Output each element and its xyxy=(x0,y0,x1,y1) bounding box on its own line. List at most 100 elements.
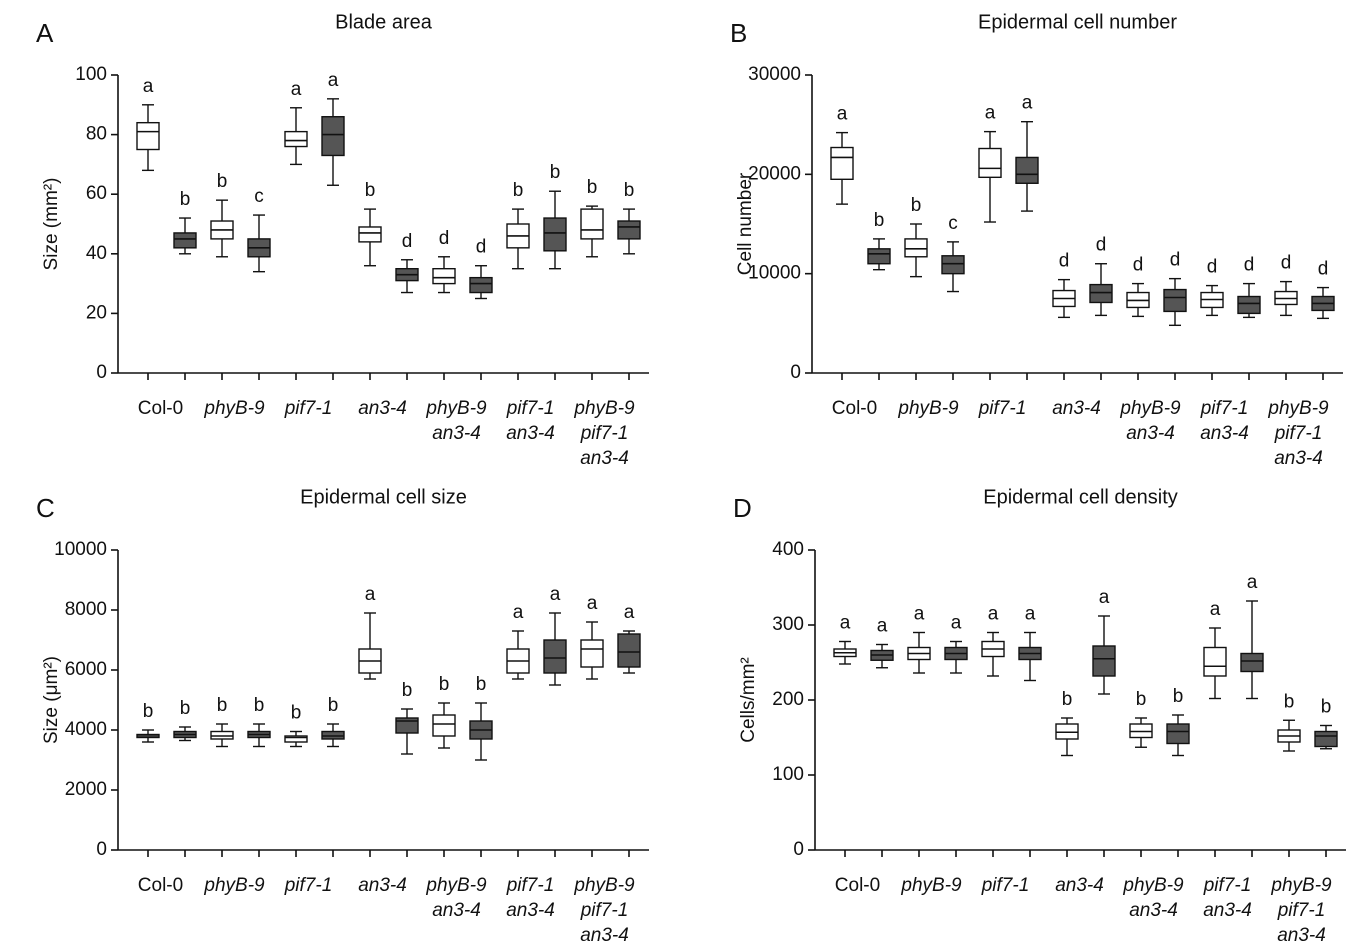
significance-letter: a xyxy=(840,613,851,634)
y-tick-label: 4000 xyxy=(65,719,107,740)
significance-letter: b xyxy=(550,162,561,183)
panel-letter: B xyxy=(730,18,747,48)
box xyxy=(136,121,160,151)
y-tick-label: 100 xyxy=(75,64,107,85)
y-axis-label: Size (mm²) xyxy=(41,178,62,271)
significance-letter: d xyxy=(1318,259,1329,280)
y-tick-label: 300 xyxy=(772,614,804,635)
x-tick-label: pif7-1 xyxy=(1274,423,1323,444)
x-tick-label: an3-4 xyxy=(580,925,629,944)
x-tick-label: pif7-1 xyxy=(1277,900,1326,921)
significance-letter: b xyxy=(180,698,191,719)
x-tick-label: an3-4 xyxy=(1200,423,1249,444)
y-tick-label: 400 xyxy=(772,539,804,560)
x-tick-label: an3-4 xyxy=(506,900,555,921)
box xyxy=(543,639,567,674)
y-tick-label: 10000 xyxy=(54,539,107,560)
panel-title: Blade area xyxy=(335,11,433,33)
significance-letter: d xyxy=(1281,253,1292,274)
x-tick-label: pif7-1 xyxy=(284,875,333,896)
significance-letter: b xyxy=(587,177,598,198)
panel-title: Epidermal cell number xyxy=(978,11,1177,33)
box xyxy=(580,208,604,240)
significance-letter: d xyxy=(476,237,487,258)
significance-letter: a xyxy=(877,616,888,637)
significance-letter: b xyxy=(217,171,228,192)
panel-title: Epidermal cell size xyxy=(300,486,467,508)
y-axis-label: Cells/mm² xyxy=(738,657,759,743)
x-tick-label: pif7-1 xyxy=(1200,398,1249,419)
significance-letter: b xyxy=(217,695,228,716)
box xyxy=(1089,283,1113,304)
significance-letter: d xyxy=(1096,235,1107,256)
box xyxy=(1240,652,1264,673)
box xyxy=(617,633,641,668)
x-tick-label: phyB-9 xyxy=(897,398,959,419)
significance-letter: b xyxy=(328,695,339,716)
x-tick-label: pif7-1 xyxy=(978,398,1027,419)
significance-letter: c xyxy=(948,213,958,234)
significance-letter: a xyxy=(837,104,848,125)
x-tick-label: an3-4 xyxy=(1052,398,1101,419)
y-axis-label: Cell number xyxy=(735,172,756,275)
significance-letter: b xyxy=(1284,691,1295,712)
panel-letter: A xyxy=(36,18,54,48)
x-tick-label: an3-4 xyxy=(1126,423,1175,444)
significance-letter: a xyxy=(1210,599,1221,620)
significance-letter: b xyxy=(624,180,635,201)
x-tick-label: phyB-9 xyxy=(425,398,487,419)
panel-letter: C xyxy=(36,493,55,523)
y-tick-label: 60 xyxy=(86,183,107,204)
x-tick-label: an3-4 xyxy=(1203,900,1252,921)
box xyxy=(173,232,197,249)
y-tick-label: 20000 xyxy=(748,163,801,184)
significance-letter: d xyxy=(1133,255,1144,276)
y-axis-label: Size (μm²) xyxy=(41,656,62,744)
significance-letter: b xyxy=(439,674,450,695)
y-tick-label: 80 xyxy=(86,124,107,145)
x-tick-label: Col-0 xyxy=(138,875,183,896)
x-tick-label: Col-0 xyxy=(835,875,880,896)
significance-letter: d xyxy=(1059,251,1070,272)
box xyxy=(978,147,1002,179)
box xyxy=(469,276,493,294)
x-tick-label: an3-4 xyxy=(1055,875,1104,896)
significance-letter: b xyxy=(1136,689,1147,710)
x-tick-label: phyB-9 xyxy=(1122,875,1184,896)
x-tick-label: an3-4 xyxy=(1277,925,1326,944)
box xyxy=(867,248,891,265)
x-tick-label: pif7-1 xyxy=(580,423,629,444)
panel-title: Epidermal cell density xyxy=(983,486,1178,508)
y-tick-label: 0 xyxy=(793,839,804,860)
significance-letter: b xyxy=(476,674,487,695)
box xyxy=(1163,288,1187,313)
x-tick-label: an3-4 xyxy=(358,398,407,419)
x-tick-label: phyB-9 xyxy=(1270,875,1332,896)
significance-letter: b xyxy=(874,210,885,231)
significance-letter: a xyxy=(1022,93,1033,114)
significance-letter: a xyxy=(914,604,925,625)
x-tick-label: pif7-1 xyxy=(1203,875,1252,896)
box xyxy=(284,130,308,148)
significance-letter: b xyxy=(1321,697,1332,718)
box xyxy=(1092,645,1116,677)
significance-letter: c xyxy=(254,186,264,207)
y-tick-label: 2000 xyxy=(65,779,107,800)
significance-letter: a xyxy=(328,70,339,91)
x-tick-label: pif7-1 xyxy=(506,875,555,896)
panel-letter: D xyxy=(733,493,752,523)
x-tick-label: phyB-9 xyxy=(1119,398,1181,419)
x-tick-label: an3-4 xyxy=(1274,448,1323,469)
x-tick-label: an3-4 xyxy=(506,423,555,444)
box xyxy=(941,255,965,275)
box xyxy=(904,238,928,258)
x-tick-label: phyB-9 xyxy=(203,398,265,419)
box xyxy=(432,268,456,285)
significance-letter: b xyxy=(365,180,376,201)
x-tick-label: phyB-9 xyxy=(425,875,487,896)
y-tick-label: 0 xyxy=(96,362,107,383)
y-tick-label: 10000 xyxy=(748,263,801,284)
x-tick-label: phyB-9 xyxy=(573,398,635,419)
significance-letter: a xyxy=(291,79,302,100)
y-tick-label: 30000 xyxy=(748,64,801,85)
